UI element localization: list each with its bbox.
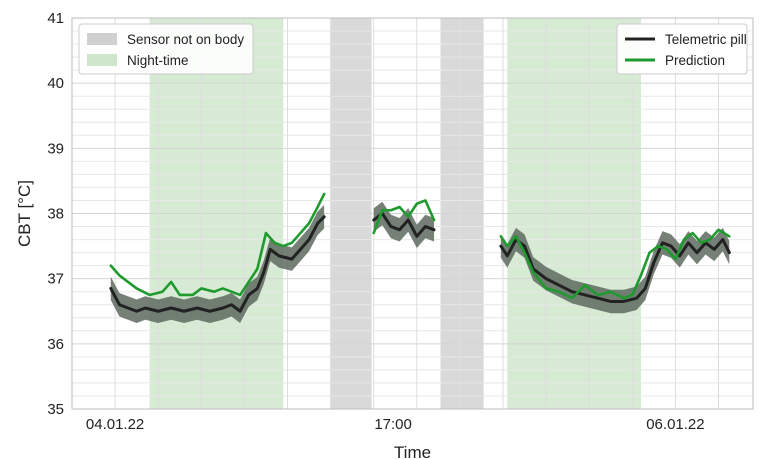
legend-swatch-region-1 [87,54,117,66]
legend-series: Telemetric pill Prediction [616,23,748,75]
series-0-line-2 [499,238,731,303]
series-0-band-0 [110,205,325,323]
series-1-line-0 [109,192,326,297]
x-tick-label-2: 06.01.22 [646,416,704,433]
legend-right-label-0: Telemetric pill [665,32,747,47]
x-tick-labels: 04.01.22 17:00 06.01.22 [86,416,705,433]
legend-left-label-0: Sensor not on body [127,32,244,47]
y-tick-labels: 35 36 37 38 39 40 41 [47,10,64,418]
series-lines [109,192,731,313]
y-axis-title: CBT [°C] [15,180,34,247]
legend-swatch-region-0 [87,33,117,45]
y-tick-label-4: 39 [47,140,64,157]
legend-left-box [78,23,254,75]
y-tick-label-5: 40 [47,75,64,92]
x-tick-label-1: 17:00 [374,416,412,433]
y-tick-label-0: 35 [47,401,64,418]
series-0-line-1 [372,212,436,238]
x-axis-title: Time [394,443,431,460]
y-tick-label-2: 37 [47,271,64,288]
series-1-line-2 [499,228,731,300]
series-0-line-0 [109,215,326,313]
legend-regions: Sensor not on body Night-time [78,23,254,75]
y-tick-label-6: 41 [47,10,64,27]
x-tick-label-0: 04.01.22 [86,416,144,433]
plot-frame [71,17,754,410]
y-tick-label-1: 36 [47,336,64,353]
series-1-line-1 [372,199,436,235]
y-tick-label-3: 38 [47,206,64,223]
legend-right-label-1: Prediction [665,53,725,68]
legend-left-label-1: Night-time [127,53,189,68]
